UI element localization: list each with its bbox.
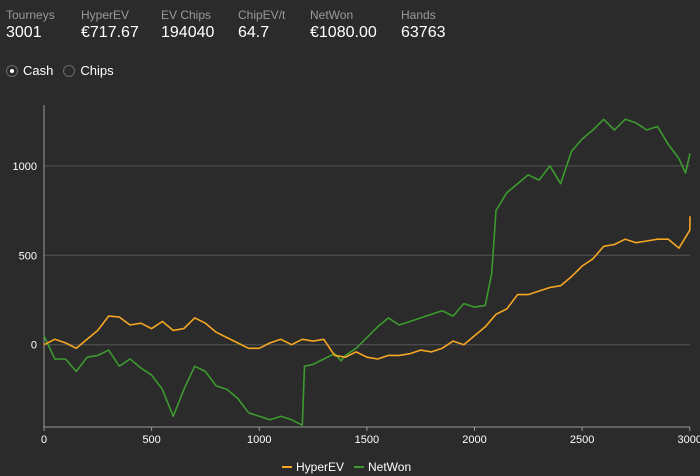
stat-3: ChipEV/t 64.7 xyxy=(238,8,310,44)
cash-radio[interactable]: Cash xyxy=(6,63,53,78)
y-tick-label: 500 xyxy=(19,250,37,262)
stat-label: HyperEV xyxy=(81,8,130,22)
stat-1: HyperEV €717.67 xyxy=(81,8,161,44)
x-tick-label: 2000 xyxy=(462,434,486,446)
chips-radio[interactable]: Chips xyxy=(63,63,114,78)
series-line-hyperev xyxy=(43,216,691,360)
stat-label: NetWon xyxy=(310,8,354,22)
cash-radio-label: Cash xyxy=(23,63,54,78)
x-tick-label: 0 xyxy=(41,434,47,446)
cash-radio-dot[interactable] xyxy=(6,64,18,77)
currency-mode-toggle: Cash Chips xyxy=(6,63,124,78)
stat-4: NetWon €1080.00 xyxy=(310,8,401,44)
stat-label: EV Chips xyxy=(161,8,212,22)
stat-label: Hands xyxy=(401,8,436,22)
stat-value: €717.67 xyxy=(81,24,139,41)
stat-label: ChipEV/t xyxy=(238,8,286,22)
series-line-netwon xyxy=(43,118,691,426)
x-tick-label: 3000 xyxy=(678,434,700,446)
y-tick-label: 1000 xyxy=(13,161,37,173)
y-tick-label: 0 xyxy=(31,340,37,352)
x-tick-label: 1500 xyxy=(355,434,379,446)
stat-value: 63763 xyxy=(401,24,446,41)
stat-label: Tourneys xyxy=(6,8,55,22)
x-tick-label: 1000 xyxy=(247,434,271,446)
stats-bar: Tourneys 3001 HyperEV €717.67 EV Chips 194040… xyxy=(6,8,471,44)
stat-value: €1080.00 xyxy=(310,24,377,41)
x-tick-label: 500 xyxy=(142,434,160,446)
legend-label-hyperev: HyperEV xyxy=(296,460,344,474)
x-tick-label: 2500 xyxy=(570,434,594,446)
stat-value: 3001 xyxy=(6,24,42,41)
chips-radio-label: Chips xyxy=(80,63,114,78)
chips-radio-dot[interactable] xyxy=(63,64,76,77)
stat-value: 64.7 xyxy=(238,24,270,41)
stat-2: EV Chips 194040 xyxy=(161,8,238,44)
stat-value: 194040 xyxy=(161,24,215,41)
stat-5: Hands 63763 xyxy=(401,8,471,44)
legend-label-netwon: NetWon xyxy=(368,460,411,474)
stat-0: Tourneys 3001 xyxy=(6,8,81,44)
